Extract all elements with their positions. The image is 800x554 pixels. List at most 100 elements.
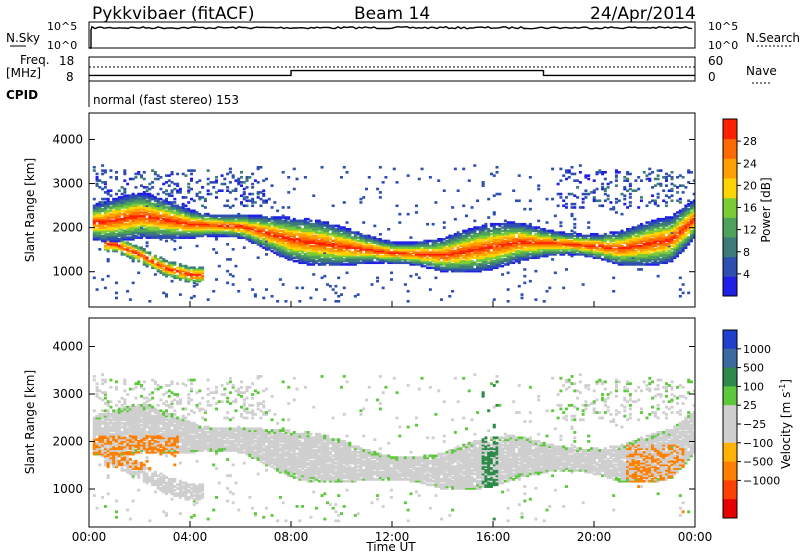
power-cell	[426, 263, 430, 266]
power-cell	[501, 244, 505, 248]
power-cell	[303, 261, 307, 265]
power-cell	[556, 232, 560, 236]
power-cell	[156, 216, 160, 219]
power-cell	[101, 221, 105, 224]
power-cell	[656, 231, 660, 234]
power-cell	[423, 243, 427, 246]
power-cell	[453, 254, 457, 258]
power-cell	[531, 253, 535, 256]
power-cell	[284, 224, 288, 228]
power-cell	[123, 211, 127, 214]
power-cell	[106, 219, 110, 223]
power-cell	[267, 237, 271, 241]
power-cell	[359, 236, 363, 239]
power-cell	[231, 232, 235, 236]
power-cell	[178, 219, 182, 223]
power-cell	[476, 227, 480, 231]
power-cell	[423, 244, 427, 248]
power-cell	[137, 253, 141, 256]
power-cell	[464, 249, 468, 253]
power-cell	[520, 232, 524, 236]
power-cell	[628, 261, 632, 265]
power-cell	[198, 221, 202, 224]
power-cell	[98, 231, 102, 234]
power-cell	[214, 181, 218, 184]
power-cell	[251, 237, 255, 241]
power-cell	[314, 229, 318, 233]
power-cell	[165, 293, 169, 296]
power-cell	[165, 211, 169, 214]
power-cell	[517, 261, 521, 265]
power-cell	[109, 241, 113, 244]
power-cell	[201, 227, 205, 231]
power-cell	[464, 258, 468, 261]
power-cell	[328, 248, 332, 251]
power-cell	[173, 226, 177, 229]
power-cell	[245, 217, 249, 221]
power-cell	[317, 224, 321, 228]
power-cell	[181, 269, 185, 273]
power-cell	[170, 226, 174, 229]
power-cell	[684, 207, 688, 211]
power-cell	[242, 216, 246, 219]
power-cell	[414, 246, 418, 249]
power-cell	[537, 248, 541, 251]
power-cell	[509, 243, 513, 246]
power-cell	[312, 236, 316, 239]
power-cell	[256, 231, 260, 234]
power-cell	[248, 227, 252, 231]
power-cell	[331, 261, 335, 265]
power-cell	[137, 221, 141, 224]
power-cell	[345, 248, 349, 251]
power-cell	[670, 227, 674, 231]
power-cell	[342, 241, 346, 244]
power-cell	[506, 256, 510, 260]
power-cell	[673, 243, 677, 246]
power-cell	[387, 249, 391, 253]
power-cell	[478, 237, 482, 241]
power-cell	[631, 249, 635, 253]
power-cell	[101, 237, 105, 241]
power-cell	[470, 237, 474, 241]
power-cell	[664, 229, 668, 233]
power-cell	[464, 256, 468, 260]
power-cell	[273, 234, 277, 238]
power-cell	[364, 254, 368, 258]
power-cell	[587, 177, 591, 181]
power-cell	[339, 244, 343, 248]
power-cell	[123, 217, 127, 221]
power-cell	[184, 196, 188, 199]
power-cell	[303, 256, 307, 260]
power-cell	[176, 189, 180, 193]
power-cell	[656, 227, 660, 231]
power-cell	[206, 169, 210, 172]
power-cell	[165, 209, 169, 213]
power-cell	[589, 191, 593, 194]
power-cell	[237, 229, 241, 233]
power-cell	[470, 229, 474, 233]
power-cell	[403, 243, 407, 246]
power-cell	[526, 232, 530, 236]
power-cell	[631, 261, 635, 265]
power-cell	[548, 251, 552, 255]
power-cell	[442, 248, 446, 251]
power-cell	[337, 229, 341, 233]
power-cell	[528, 237, 532, 241]
power-cell	[453, 259, 457, 263]
power-cell	[212, 289, 216, 293]
power-cell	[251, 197, 255, 201]
power-cell	[120, 237, 124, 241]
power-cell	[492, 224, 496, 228]
power-cell	[617, 263, 621, 266]
power-cell	[362, 248, 366, 251]
power-cell	[251, 204, 255, 208]
power-cell	[470, 254, 474, 258]
power-cell	[151, 226, 155, 229]
power-cell	[123, 248, 127, 251]
power-cell	[634, 243, 638, 246]
power-cell	[337, 241, 341, 244]
power-cell	[620, 254, 624, 258]
power-cell	[578, 206, 582, 209]
power-cell	[648, 224, 652, 228]
power-cell	[251, 182, 255, 186]
